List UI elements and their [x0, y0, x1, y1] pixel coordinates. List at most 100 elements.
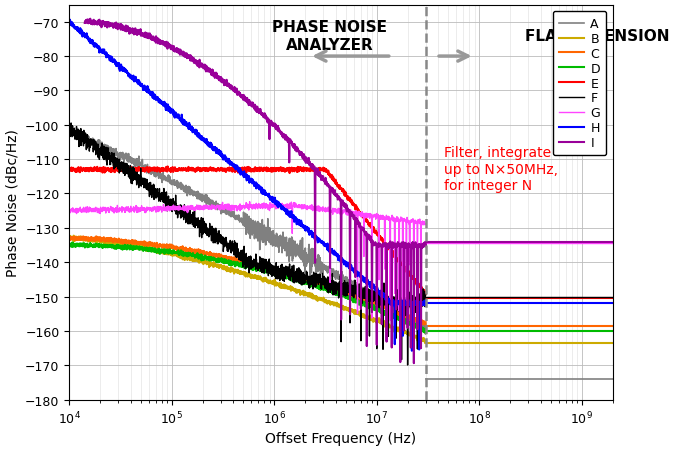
Legend: A, B, C, D, E, F, G, H, I: A, B, C, D, E, F, G, H, I — [553, 12, 606, 156]
C — [346, 294, 354, 299]
D — [412, 322, 420, 327]
D — [420, 330, 428, 336]
F — [422, 293, 430, 298]
Line: A: A — [69, 127, 426, 334]
E — [421, 292, 429, 297]
B — [229, 268, 237, 273]
G — [245, 199, 254, 205]
D — [346, 297, 354, 302]
B — [70, 234, 78, 239]
C — [229, 258, 237, 263]
Text: Filter, integrate
up to N×50MHz,
for integer N: Filter, integrate up to N×50MHz, for int… — [443, 146, 558, 193]
G — [83, 205, 92, 210]
I — [83, 19, 92, 25]
Line: I: I — [85, 20, 426, 364]
D — [412, 324, 420, 330]
H — [229, 162, 237, 168]
I — [346, 247, 354, 252]
D — [65, 244, 73, 249]
F — [412, 307, 420, 312]
G — [239, 204, 247, 210]
Y-axis label: Phase Noise (dBc/Hz): Phase Noise (dBc/Hz) — [5, 129, 20, 276]
H — [239, 172, 247, 177]
Line: B: B — [69, 236, 426, 343]
B — [65, 237, 73, 242]
D — [239, 263, 247, 268]
Line: F: F — [69, 123, 426, 365]
E — [422, 291, 430, 297]
D — [69, 240, 77, 246]
E — [65, 168, 73, 173]
C — [65, 235, 73, 241]
C — [422, 320, 430, 325]
B — [239, 272, 247, 277]
B — [421, 341, 429, 346]
F — [83, 133, 92, 138]
E — [412, 279, 420, 284]
A — [69, 124, 77, 130]
H — [346, 267, 354, 272]
E — [346, 196, 354, 202]
A — [412, 318, 420, 324]
Line: E: E — [69, 167, 426, 295]
A — [422, 322, 430, 327]
F — [65, 120, 73, 126]
A — [83, 139, 92, 144]
F — [239, 258, 247, 263]
A — [65, 130, 73, 135]
G — [65, 211, 73, 216]
I — [422, 243, 430, 249]
B — [422, 340, 430, 345]
D — [229, 262, 237, 267]
X-axis label: Offset Frequency (Hz): Offset Frequency (Hz) — [265, 432, 416, 446]
A — [422, 331, 430, 337]
Line: C: C — [69, 237, 426, 325]
I — [412, 244, 420, 250]
E — [229, 167, 237, 173]
D — [83, 244, 92, 249]
C — [92, 234, 100, 239]
C — [239, 260, 247, 266]
G — [422, 222, 430, 228]
H — [422, 300, 430, 306]
F — [403, 363, 412, 368]
E — [83, 168, 92, 173]
H — [412, 299, 420, 304]
I — [239, 94, 247, 99]
B — [346, 309, 354, 314]
A — [239, 216, 247, 222]
C — [412, 318, 420, 323]
G — [412, 221, 420, 226]
I — [229, 88, 237, 94]
E — [412, 281, 420, 286]
A — [346, 277, 354, 283]
H — [65, 18, 73, 24]
H — [83, 37, 92, 42]
F — [346, 320, 354, 326]
B — [412, 334, 420, 340]
Line: H: H — [69, 20, 426, 351]
F — [65, 120, 73, 125]
B — [412, 333, 420, 339]
A — [412, 320, 420, 326]
Line: D: D — [69, 243, 426, 333]
G — [386, 318, 394, 323]
D — [422, 327, 430, 332]
Line: G: G — [69, 202, 426, 321]
E — [163, 164, 172, 170]
H — [66, 18, 74, 23]
Text: PHASE NOISE
ANALYZER: PHASE NOISE ANALYZER — [273, 20, 388, 53]
G — [412, 220, 420, 226]
C — [83, 237, 92, 242]
H — [412, 300, 420, 305]
H — [408, 348, 416, 354]
B — [83, 239, 92, 244]
A — [229, 214, 237, 220]
I — [411, 244, 419, 249]
G — [346, 294, 354, 299]
F — [229, 248, 237, 253]
E — [239, 168, 247, 173]
C — [421, 322, 429, 328]
F — [412, 310, 420, 315]
Text: FLAT EXTENSION: FLAT EXTENSION — [525, 29, 670, 44]
